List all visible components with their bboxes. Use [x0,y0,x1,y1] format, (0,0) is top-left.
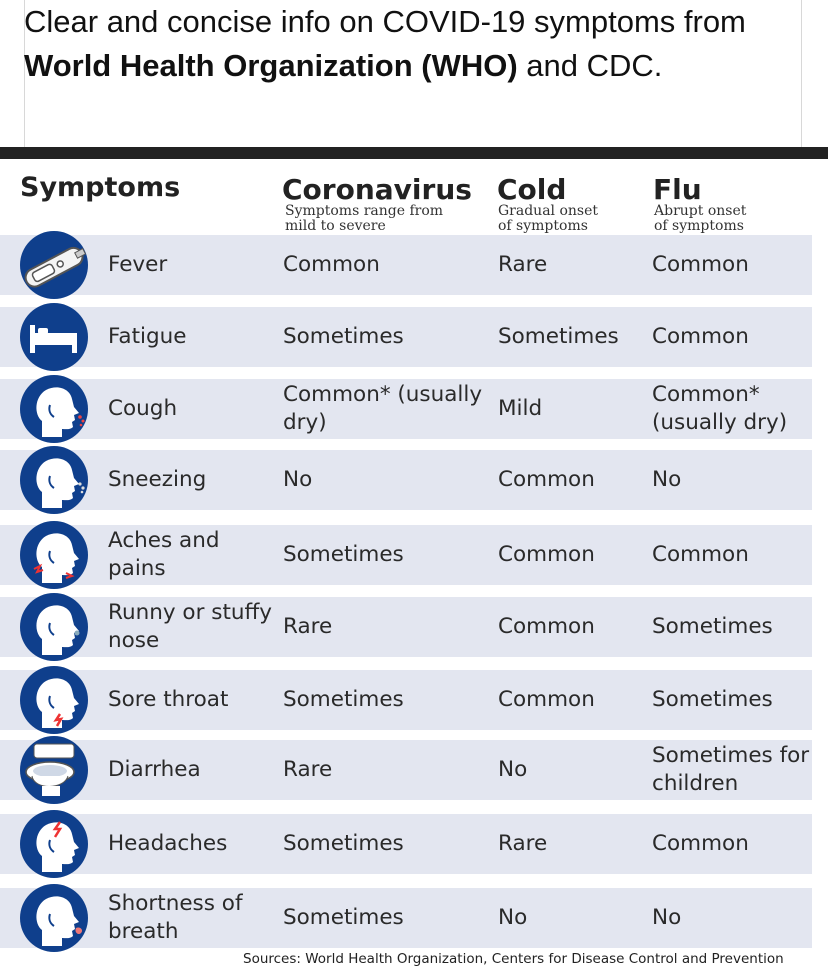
symptom-cell: Aches and pains [108,528,220,581]
symptom-cell: Sore throat [108,687,229,712]
subtitle-line: mild to severe [285,218,386,234]
header-coronavirus: Coronavirus [282,173,472,206]
coronavirus-cell: Rare [283,757,333,782]
coronavirus-cell: Sometimes [283,542,404,567]
cold-cell: Common [498,467,595,492]
subtitle-line: Symptoms range from [285,203,444,219]
table-row [0,450,812,510]
coronavirus-cell: Rare [283,614,333,639]
symptom-cell: Cough [108,396,178,421]
table-row [0,235,812,295]
flu-cell: No [652,905,682,930]
symptom-cell: Shortness of breath [108,891,243,944]
symptom-cell: Runny or stuffy nose [108,600,273,653]
subtitle-line: Gradual onset [498,203,599,219]
flu-cell: Sometimes [652,614,773,639]
table-row [0,888,812,948]
coronavirus-cell: No [283,467,313,492]
head-breath-icon [20,884,88,952]
table-row [0,670,812,730]
head-sneeze-icon [20,446,88,514]
bed-icon [20,303,88,371]
symptom-cell: Fatigue [108,324,187,349]
header-flu: Flu [653,173,702,206]
table-row [0,525,812,585]
toilet-icon [20,736,88,804]
head-nose-icon [20,593,88,661]
symptom-cell: Diarrhea [108,757,201,782]
flu-cell: No [652,467,682,492]
post-card [24,0,802,147]
header-cold-subtitle: Gradual onset of symptoms [498,204,598,234]
header-coronavirus-subtitle: Symptoms range from mild to severe [285,204,443,234]
post-text-start: Clear and concise info on COVID-19 sympt… [24,4,746,39]
head-aches-icon [20,521,88,589]
coronavirus-cell: Common* (usually dry) [283,382,483,435]
cold-cell: Rare [498,252,548,277]
cold-cell: No [498,905,528,930]
cold-cell: Common [498,614,595,639]
post-text-end: and CDC. [517,48,663,83]
post-text: Clear and concise info on COVID-19 sympt… [24,0,764,88]
symptom-cell: Sneezing [108,467,207,492]
table-row [0,597,812,657]
cold-cell: Common [498,542,595,567]
table-row [0,379,812,439]
flu-cell: Common [652,252,749,277]
subtitle-line: of symptoms [498,218,588,234]
table-row [0,740,812,800]
flu-cell: Sometimes for children [652,743,810,796]
flu-cell: Common [652,831,749,856]
flu-cell: Common [652,542,749,567]
symptom-cell: Fever [108,252,168,277]
head-headache-icon [20,810,88,878]
flu-cell: Sometimes [652,687,773,712]
cold-cell: Rare [498,831,548,856]
cold-cell: Common [498,687,595,712]
cold-cell: Sometimes [498,324,619,349]
header-cold: Cold [497,173,567,206]
subtitle-line: Abrupt onset [654,203,747,219]
head-throat-icon [20,666,88,734]
header-symptoms: Symptoms [20,172,181,203]
table-top-bar [0,147,828,159]
coronavirus-cell: Common [283,252,380,277]
sources-note: Sources: World Health Organization, Cent… [243,951,784,967]
cold-cell: Mild [498,396,543,421]
flu-cell: Common* (usually dry) [652,382,788,435]
symptom-cell: Headaches [108,831,228,856]
subtitle-line: of symptoms [654,218,744,234]
flu-cell: Common [652,324,749,349]
header-flu-subtitle: Abrupt onset of symptoms [654,204,746,234]
coronavirus-cell: Sometimes [283,831,404,856]
thermometer-icon [20,231,88,299]
head-cough-icon [20,375,88,443]
table-row [0,814,812,874]
coronavirus-cell: Sometimes [283,905,404,930]
coronavirus-cell: Sometimes [283,687,404,712]
cold-cell: No [498,757,528,782]
table-row [0,307,812,367]
coronavirus-cell: Sometimes [283,324,404,349]
post-text-bold: World Health Organization (WHO) [24,48,518,83]
